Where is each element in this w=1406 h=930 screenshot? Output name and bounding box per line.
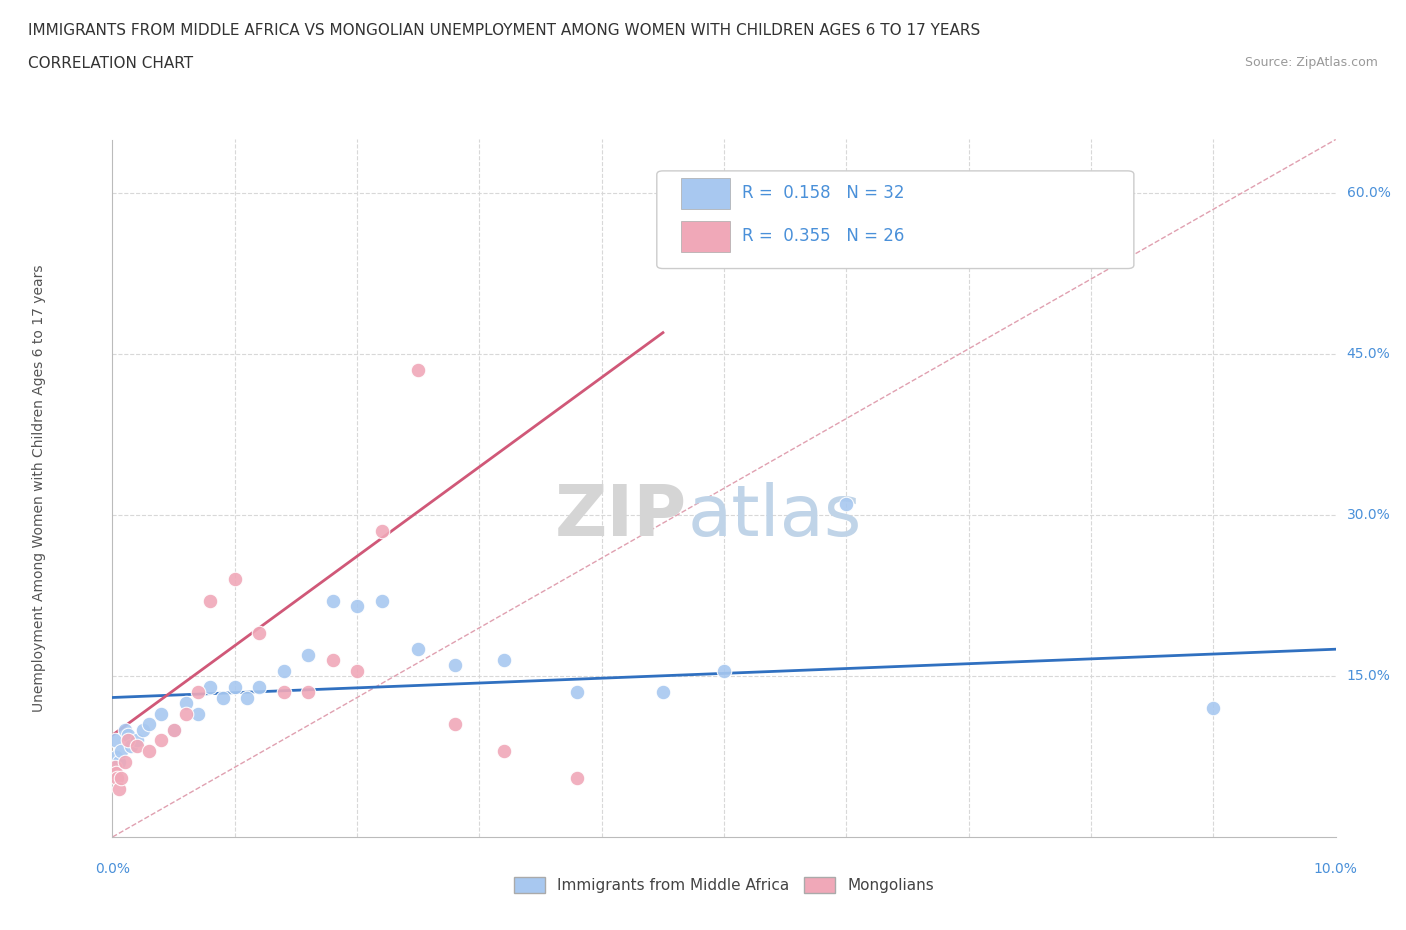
Point — [174, 696, 197, 711]
Point — [150, 706, 173, 721]
Point — [652, 684, 675, 699]
Text: CORRELATION CHART: CORRELATION CHART — [28, 56, 193, 71]
Point — [297, 684, 319, 699]
Point — [224, 572, 246, 587]
Point — [105, 749, 128, 764]
Point — [138, 717, 160, 732]
Point — [138, 744, 160, 759]
Point — [117, 733, 139, 748]
Bar — [682, 221, 730, 253]
Point — [174, 706, 197, 721]
Point — [105, 765, 128, 780]
Text: ZIP: ZIP — [555, 482, 688, 551]
Point — [200, 679, 222, 694]
Point — [236, 690, 259, 705]
Point — [110, 744, 132, 759]
Point — [200, 593, 222, 608]
Point — [187, 684, 209, 699]
Point — [132, 723, 155, 737]
Text: IMMIGRANTS FROM MIDDLE AFRICA VS MONGOLIAN UNEMPLOYMENT AMONG WOMEN WITH CHILDRE: IMMIGRANTS FROM MIDDLE AFRICA VS MONGOLI… — [28, 23, 980, 38]
Point — [444, 658, 467, 672]
Text: Unemployment Among Women with Children Ages 6 to 17 years: Unemployment Among Women with Children A… — [32, 264, 46, 712]
Point — [125, 738, 148, 753]
Point — [273, 663, 295, 678]
Point — [297, 647, 319, 662]
Text: 45.0%: 45.0% — [1347, 347, 1391, 361]
Text: 15.0%: 15.0% — [1347, 669, 1391, 683]
Text: 30.0%: 30.0% — [1347, 508, 1391, 522]
Point — [114, 754, 136, 769]
Point — [187, 706, 209, 721]
Point — [247, 626, 270, 641]
Point — [107, 781, 129, 796]
Point — [125, 733, 148, 748]
Point — [322, 653, 344, 668]
Point — [567, 771, 589, 786]
Point — [211, 690, 233, 705]
Point — [107, 754, 129, 769]
Point — [408, 642, 430, 657]
Text: Source: ZipAtlas.com: Source: ZipAtlas.com — [1244, 56, 1378, 69]
Text: R =  0.355   N = 26: R = 0.355 N = 26 — [742, 227, 905, 245]
Text: 60.0%: 60.0% — [1347, 186, 1391, 200]
Point — [104, 733, 127, 748]
Point — [346, 599, 368, 614]
Point — [114, 723, 136, 737]
Point — [110, 771, 132, 786]
Point — [322, 593, 344, 608]
Point — [370, 593, 392, 608]
Point — [408, 363, 430, 378]
Point — [713, 663, 735, 678]
Point — [1202, 701, 1225, 716]
Text: R =  0.158   N = 32: R = 0.158 N = 32 — [742, 184, 905, 202]
Point — [273, 684, 295, 699]
Point — [346, 663, 368, 678]
Point — [105, 771, 128, 786]
Point — [567, 684, 589, 699]
Point — [117, 727, 139, 742]
Point — [835, 497, 858, 512]
Point — [370, 524, 392, 538]
Text: atlas: atlas — [688, 482, 862, 551]
Point — [492, 653, 515, 668]
Point — [444, 717, 467, 732]
Point — [163, 723, 186, 737]
Point — [247, 679, 270, 694]
Point — [492, 744, 515, 759]
Point — [224, 679, 246, 694]
FancyBboxPatch shape — [657, 171, 1133, 269]
Text: 0.0%: 0.0% — [96, 862, 129, 876]
Bar — [682, 178, 730, 209]
Point — [163, 723, 186, 737]
Point — [150, 733, 173, 748]
Point — [652, 218, 675, 232]
Point — [104, 760, 127, 775]
Legend: Immigrants from Middle Africa, Mongolians: Immigrants from Middle Africa, Mongolian… — [508, 870, 941, 899]
Text: 10.0%: 10.0% — [1313, 862, 1358, 876]
Point — [120, 738, 142, 753]
